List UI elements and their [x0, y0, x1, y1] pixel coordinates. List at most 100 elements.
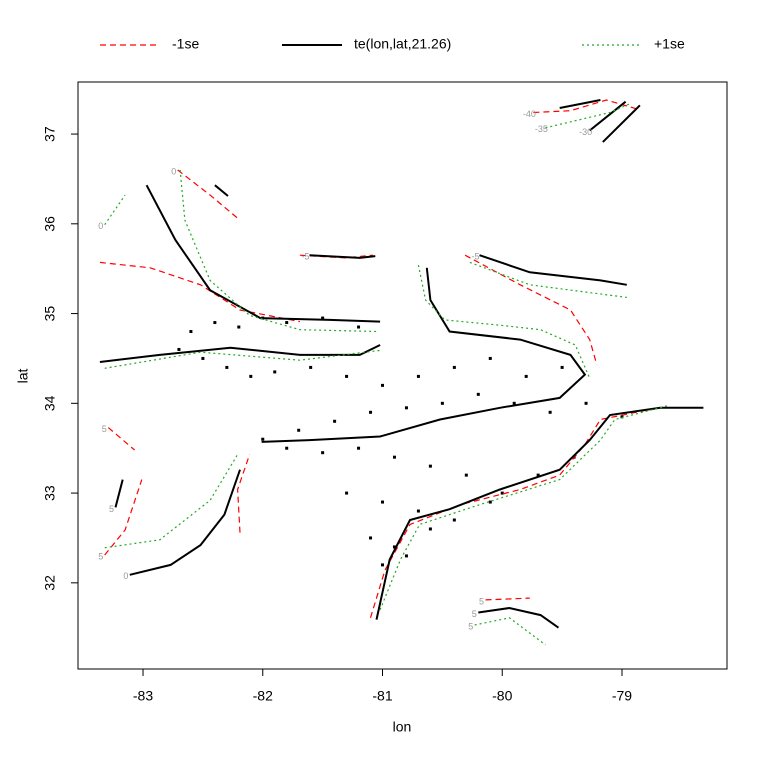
data-point: [177, 347, 181, 351]
data-point: [225, 365, 229, 369]
data-point: [285, 321, 289, 325]
data-point: [452, 518, 456, 522]
contour-line: [545, 102, 631, 129]
y-tick-label: 33: [42, 485, 58, 501]
data-point: [357, 446, 361, 450]
contour-label: 5: [98, 551, 103, 561]
data-point: [369, 410, 373, 414]
legend-label: +1se: [654, 36, 685, 52]
contour-line: [114, 479, 124, 508]
data-point: [381, 500, 385, 504]
data-point: [273, 370, 277, 374]
contour-line: [177, 169, 241, 221]
data-point: [392, 455, 396, 459]
data-point: [261, 437, 265, 441]
contour-line: [104, 194, 126, 226]
data-point: [345, 491, 349, 495]
x-tick-label: -80: [492, 688, 512, 704]
data-point: [428, 464, 432, 468]
data-point: [464, 473, 468, 477]
data-point: [488, 356, 492, 360]
x-tick-label: -81: [372, 688, 392, 704]
contour-label: -30: [579, 127, 592, 137]
data-point: [488, 500, 492, 504]
contour-line: [479, 254, 627, 286]
contour-line: [145, 184, 381, 323]
data-point: [189, 330, 193, 334]
data-point: [512, 401, 516, 405]
data-point: [404, 406, 408, 410]
contour-line: [129, 469, 241, 576]
contour-line: [104, 349, 381, 369]
y-tick-label: 35: [42, 306, 58, 322]
data-point: [440, 401, 444, 405]
contour-line: [469, 261, 627, 298]
data-point: [345, 374, 349, 378]
data-point: [476, 392, 480, 396]
y-tick-label: 37: [42, 126, 58, 142]
contour-line: [99, 261, 301, 323]
contour-label: 0: [98, 221, 103, 231]
data-point: [560, 365, 564, 369]
data-point: [309, 365, 313, 369]
contour-label: -40: [523, 109, 536, 119]
y-axis-label: lat: [15, 369, 31, 384]
legend-label: -1se: [172, 36, 199, 52]
data-point: [213, 321, 217, 325]
data-point: [524, 374, 528, 378]
x-tick-label: -79: [612, 688, 632, 704]
data-point: [620, 415, 624, 419]
data-point: [584, 401, 588, 405]
data-point: [500, 491, 504, 495]
contour-line: [99, 344, 381, 363]
contour-label: 5: [479, 596, 484, 606]
data-point: [321, 316, 325, 320]
data-point: [249, 374, 253, 378]
contour-line: [379, 404, 671, 611]
contour-label: 5: [468, 621, 473, 631]
data-point: [297, 428, 301, 432]
data-point: [357, 325, 361, 329]
data-point: [392, 545, 396, 549]
contour-line: [602, 104, 641, 143]
contour-label: 5: [109, 504, 114, 514]
contour-line: [474, 617, 546, 646]
contour-label: -5: [301, 252, 309, 262]
contour-line: [478, 606, 560, 629]
x-tick-label: -82: [253, 688, 273, 704]
contour-label: 0: [123, 571, 128, 581]
data-point: [548, 410, 552, 414]
contour-line: [375, 406, 704, 620]
data-point: [321, 451, 325, 455]
data-point: [416, 509, 420, 513]
data-point: [381, 383, 385, 387]
contour-line: [485, 597, 530, 601]
data-point: [536, 473, 540, 477]
contour-line: [464, 254, 598, 365]
y-tick-label: 34: [42, 395, 58, 411]
data-point: [404, 554, 408, 558]
contour-line: [309, 254, 376, 259]
data-point: [285, 446, 289, 450]
y-tick-label: 32: [42, 575, 58, 591]
contour-line: [107, 427, 135, 451]
contour-line: [559, 99, 601, 109]
contour-label: 5: [102, 424, 107, 434]
contour-line: [589, 100, 627, 132]
data-point: [237, 325, 241, 329]
contour-label: 5: [472, 609, 477, 619]
contour-line: [214, 184, 229, 197]
contour-label: 0: [171, 166, 176, 176]
contour-label: -5: [471, 252, 479, 262]
contour-line: [369, 409, 650, 618]
legend-label: te(lon,lat,21.26): [354, 36, 451, 52]
y-tick-label: 36: [42, 216, 58, 232]
data-point: [428, 527, 432, 531]
x-tick-label: -83: [133, 688, 153, 704]
x-axis-label: lon: [393, 719, 412, 735]
contour-line: [261, 267, 587, 443]
data-point: [381, 563, 385, 567]
data-point: [369, 536, 373, 540]
data-point: [201, 356, 205, 360]
